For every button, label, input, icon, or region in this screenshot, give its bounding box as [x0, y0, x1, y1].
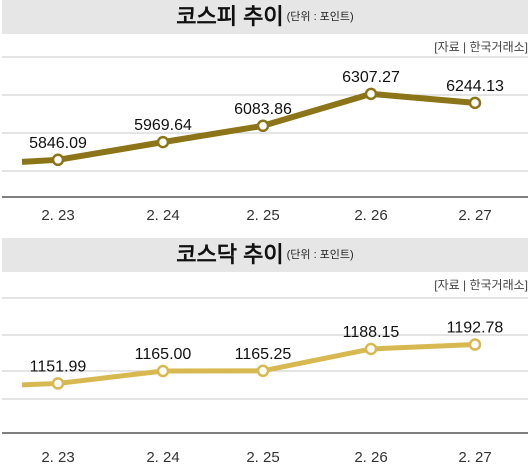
- kospi-point-3: [256, 119, 270, 133]
- kosdaq-point-3: [256, 364, 270, 378]
- kosdaq-data-label-2: 1165.00: [135, 346, 192, 363]
- kosdaq-data-label-1: 1151.99: [30, 358, 87, 375]
- kospi-point-4: [364, 87, 378, 101]
- kosdaq-chart-panel: 코스닥 추이 (단위 : 포인트) [자료 | 한국거래소] 1151.99 116…: [0, 238, 530, 476]
- kosdaq-x-tick-1: 2. 23: [41, 449, 74, 466]
- kospi-x-tick-4: 2. 26: [354, 207, 387, 224]
- kospi-chart-header: 코스피 추이 (단위 : 포인트): [2, 0, 528, 34]
- kospi-unit-label: (단위 : 포인트): [286, 11, 354, 23]
- kospi-point-2: [156, 135, 170, 149]
- kospi-x-tick-5: 2. 27: [458, 207, 491, 224]
- kosdaq-point-2: [156, 364, 170, 378]
- kospi-line-chart: 5846.09 5969.64 6083.86 6307.27 6244.13 2. 23…: [2, 56, 528, 224]
- kospi-source-label: [자료 | 한국거래소]: [434, 40, 528, 54]
- kosdaq-x-tick-4: 2. 26: [354, 449, 387, 466]
- kospi-data-label-4: 6307.27: [342, 69, 400, 86]
- kosdaq-point-4: [364, 342, 378, 356]
- kospi-x-tick-2: 2. 24: [146, 207, 179, 224]
- kosdaq-source-label: [자료 | 한국거래소]: [434, 278, 528, 292]
- kospi-point-1: [51, 153, 65, 167]
- kospi-x-tick-1: 2. 23: [41, 207, 74, 224]
- kosdaq-chart-header: 코스닥 추이 (단위 : 포인트): [2, 238, 528, 272]
- kosdaq-x-tick-2: 2. 24: [146, 449, 179, 466]
- kosdaq-unit-label: (단위 : 포인트): [286, 249, 354, 261]
- kosdaq-data-label-5: 1192.78: [447, 320, 504, 337]
- kosdaq-data-label-3: 1165.25: [235, 346, 292, 363]
- kospi-point-5: [468, 96, 482, 110]
- kospi-data-label-5: 6244.13: [446, 78, 504, 95]
- kosdaq-x-tick-5: 2. 27: [458, 449, 491, 466]
- kospi-data-label-2: 5969.64: [134, 117, 192, 134]
- kospi-data-label-1: 5846.09: [29, 135, 87, 152]
- kospi-data-label-3: 6083.86: [234, 101, 292, 118]
- kosdaq-data-label-4: 1188.15: [343, 324, 400, 341]
- kosdaq-x-tick-3: 2. 25: [246, 449, 279, 466]
- kosdaq-line-chart: 1151.99 1165.00 1165.25 1188.15 1192.78 2. 23…: [2, 297, 528, 466]
- kosdaq-chart-title: 코스닥 추이: [176, 242, 284, 267]
- kosdaq-point-1: [51, 377, 65, 390]
- kospi-chart-panel: 코스피 추이 (단위 : 포인트) [자료 | 한국거래소] 5846.09 596…: [2, 0, 528, 224]
- kosdaq-point-5: [468, 338, 482, 351]
- kospi-chart-title: 코스피 추이: [176, 4, 284, 29]
- kospi-x-tick-3: 2. 25: [246, 207, 279, 224]
